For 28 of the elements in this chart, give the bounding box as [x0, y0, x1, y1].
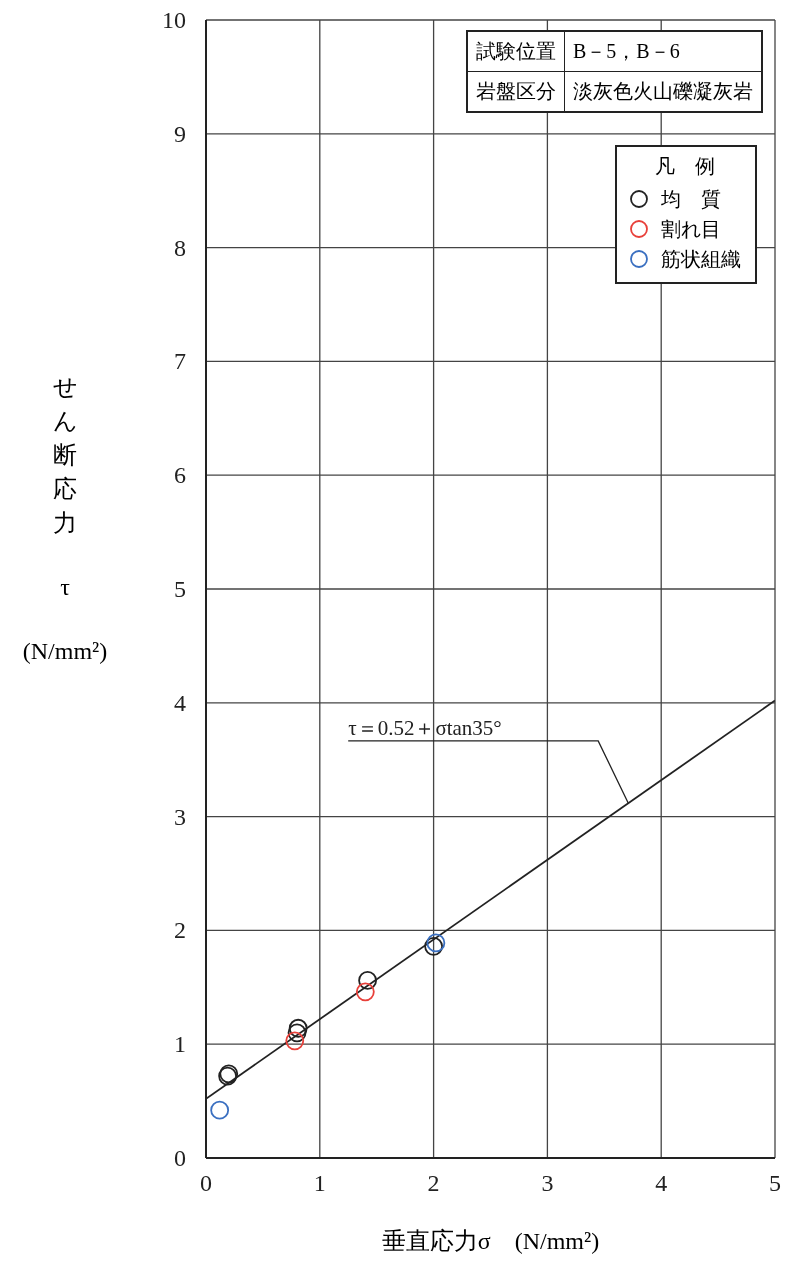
annotation: 淡灰色火山礫凝灰岩	[564, 71, 762, 112]
y-tick-label: 8	[174, 234, 186, 261]
legend-label: 均 質	[661, 187, 721, 212]
x-tick-label: 3	[541, 1169, 554, 1196]
annotation: 試験位置	[467, 31, 565, 72]
x-axis-title: 垂直応力σ (N/mm²)	[381, 1228, 600, 1254]
y-tick-label: 2	[174, 917, 186, 944]
annotation: τ＝0.52＋σtan35°	[348, 715, 502, 740]
y-tick-label: 0	[174, 1145, 186, 1171]
y-tick-label: 5	[174, 576, 186, 602]
x-tick-label: 1	[313, 1169, 326, 1196]
y-tick-label: 6	[174, 462, 186, 489]
annotation: B－5，B－6	[564, 31, 762, 72]
x-tick-label: 2	[427, 1169, 440, 1196]
x-tick-label: 4	[655, 1169, 668, 1196]
y-tick-label: 4	[174, 689, 186, 716]
text: せん断応力τ(N/mm²)	[22, 374, 108, 664]
legend-label: 割れ目	[661, 217, 721, 242]
x-tick-label: 5	[769, 1169, 781, 1196]
annotation: 岩盤区分	[467, 71, 565, 112]
legend-label: 筋状組織	[661, 247, 741, 272]
legend-title: 凡 例	[654, 154, 716, 179]
x-tick-label: 0	[200, 1169, 212, 1196]
y-tick-label: 9	[174, 120, 186, 147]
y-tick-label: 3	[174, 803, 186, 830]
y-tick-label: 1	[174, 1031, 186, 1058]
y-tick-label: 7	[174, 348, 186, 375]
y-tick-label: 10	[162, 7, 186, 33]
